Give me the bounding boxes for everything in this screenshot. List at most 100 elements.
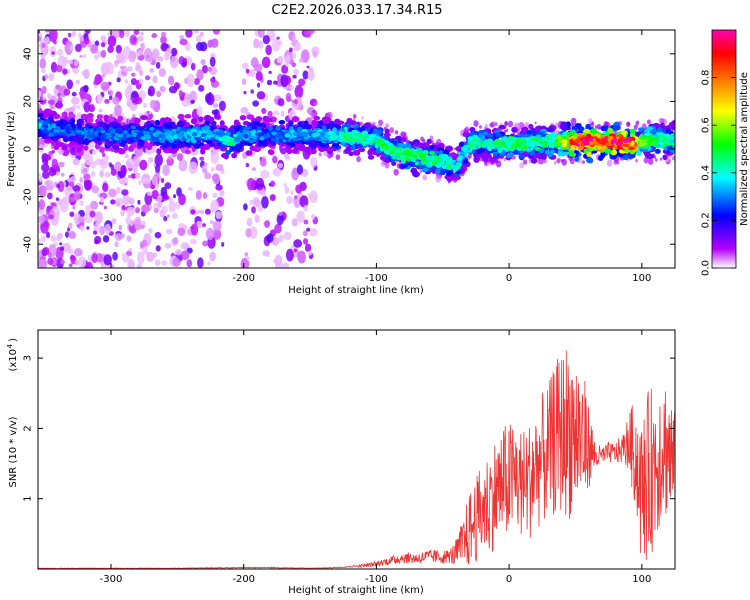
spectrogram-cell [294, 84, 304, 99]
spectrogram-cell [130, 97, 135, 101]
spectrogram-cell [104, 98, 110, 104]
spectrogram-cell [314, 102, 318, 106]
spectrogram-cell [83, 101, 91, 113]
spectrogram-cell [367, 154, 375, 160]
spectrogram-cell [115, 44, 122, 54]
spectrogram-cell [241, 78, 247, 86]
spectrogram-cell [147, 85, 156, 97]
spectrogram-cell [128, 248, 133, 252]
spectrogram-cell [44, 74, 49, 80]
spectrogram-cell [51, 257, 57, 266]
spectrogram-cell [270, 180, 276, 188]
spectrogram-cell [211, 109, 218, 115]
spectrogram-cell [473, 120, 479, 127]
spectrogram-cell [86, 116, 94, 124]
spectrogram-cell [504, 121, 508, 127]
spectrogram-cell [73, 248, 83, 257]
spectrogram-cell [165, 228, 173, 235]
spectrogram-cell [125, 32, 129, 38]
spectrogram-cell [583, 128, 591, 134]
spectrogram-cell [94, 158, 103, 166]
spectrogram-cell [285, 155, 291, 161]
spectrogram-cell [307, 69, 315, 81]
spectrogram-cell [86, 226, 90, 230]
spectrogram-cell [40, 52, 46, 59]
spectrogram-cell [259, 157, 267, 167]
spectrogram-cell [544, 150, 550, 155]
spectrogram-cell [57, 92, 61, 97]
spectrogram-cell [291, 62, 297, 68]
spectrogram-cell [511, 126, 518, 133]
spectrogram-cell [170, 55, 179, 69]
spectrogram-cell [143, 140, 149, 147]
spectrogram-cell [249, 199, 255, 205]
spectrogram-cell [42, 246, 50, 256]
spectrogram-cell [215, 184, 223, 191]
spectrogram-cell [51, 149, 55, 154]
spectrogram-cell [659, 157, 663, 161]
spectrogram-cell [99, 225, 105, 236]
spectrogram-cell [157, 56, 164, 62]
spectrogram-cell [51, 158, 59, 170]
spectrogram-cell [47, 99, 55, 106]
spectrogram-cell [537, 157, 542, 164]
spectrogram-cell [168, 197, 174, 203]
spectrogram-cell [358, 147, 366, 153]
spectrogram-cell [572, 132, 578, 138]
spectrogram-cell [207, 66, 212, 72]
spectrogram-cell [610, 153, 617, 160]
spectrogram-cell [607, 127, 613, 134]
spectrogram-cell [126, 101, 133, 108]
spectrogram-cell [53, 39, 57, 45]
spectrogram-cell [405, 143, 412, 149]
spectrogram-cell [79, 55, 83, 58]
spectrogram-cell [151, 189, 159, 200]
spectrogram-cell [154, 259, 161, 266]
spectrogram-cell [64, 185, 73, 198]
spectrogram-cell [291, 116, 300, 123]
spectrogram-cell [246, 256, 250, 261]
spectrogram-cell [38, 258, 48, 268]
spectrogram-cell [246, 114, 255, 120]
spectrogram-cell [60, 172, 65, 177]
spectrogram-cell [57, 198, 64, 205]
spectrogram-cell [81, 70, 85, 76]
spectrogram-cell [225, 149, 232, 156]
spectrogram-cell [261, 141, 269, 147]
spectrogram-cell [152, 75, 158, 84]
spectrogram-cell [83, 167, 88, 173]
spectrogram-cell [645, 126, 654, 131]
spectrogram-cell [154, 164, 161, 173]
spectrogram-cell [121, 71, 126, 76]
spectrogram-cell [244, 252, 249, 257]
spectrogram-cell [314, 141, 320, 147]
spectrogram-cell [99, 146, 105, 153]
spectrogram-cell [269, 194, 276, 202]
spectrogram-cell [412, 139, 420, 145]
spectrogram-cell [265, 44, 272, 56]
spectrogram-cell [64, 40, 74, 55]
spectrogram-cell [163, 51, 170, 61]
spectrogram-cell [65, 231, 70, 238]
spectrogram-cell [378, 119, 384, 127]
spectrogram-cell [202, 223, 206, 227]
spectrogram-cell [266, 117, 273, 123]
spectrogram-cell [214, 114, 221, 120]
spectrogram-cell [144, 75, 151, 81]
spectrogram-cell [89, 210, 96, 218]
spectrogram-cell [160, 35, 167, 45]
spectrogram-cell [111, 218, 117, 225]
spectrogram-cell [138, 70, 144, 76]
spectrogram-cell [389, 127, 395, 134]
spectrogram-cell [360, 121, 363, 125]
spectrogram-cell [281, 64, 289, 74]
spectrogram-cell [213, 228, 222, 240]
spectrogram-cell [419, 169, 423, 174]
spectrogram-cell [93, 79, 100, 86]
spectrogram-cell [293, 68, 299, 76]
spectrogram-cell [51, 51, 55, 55]
spectrogram-cell [495, 132, 502, 138]
spectrogram-cell [197, 257, 204, 268]
spectrogram-cell [137, 199, 141, 205]
spectrogram-cell [49, 104, 54, 110]
